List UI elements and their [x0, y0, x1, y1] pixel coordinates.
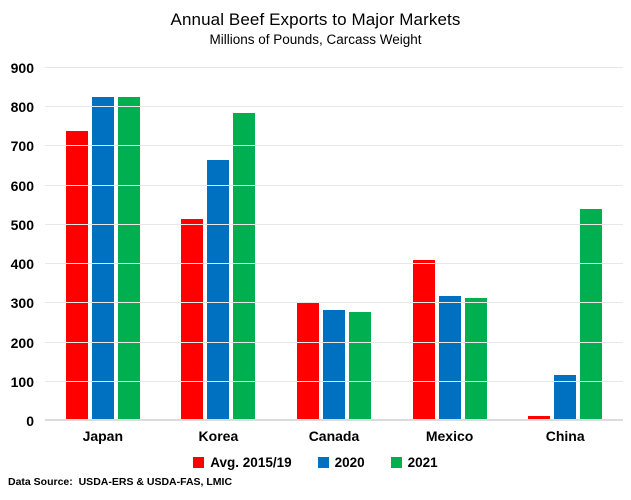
- y-tick-label-300: 300: [10, 295, 34, 312]
- x-tick-label-japan: Japan: [82, 428, 124, 444]
- gridline-100: [45, 380, 623, 382]
- bar-korea-2021: [233, 112, 256, 421]
- bar-canada-2020: [322, 309, 345, 421]
- y-tick-label-0: 0: [26, 413, 34, 429]
- bar-mexico-2021: [464, 297, 487, 421]
- gridline-700: [45, 145, 623, 147]
- bar-canada-2021: [348, 311, 371, 421]
- y-tick-label-900: 900: [10, 60, 34, 76]
- bar-china-2021: [580, 209, 603, 421]
- gridline-500: [45, 223, 623, 225]
- bar-canada-avg-2015-19: [296, 302, 319, 421]
- bar-group-canada: [276, 68, 392, 421]
- gridline-200: [45, 341, 623, 343]
- bar-group-japan: [45, 68, 161, 421]
- bar-japan-avg-2015-19: [65, 130, 88, 421]
- bar-korea-2020: [207, 159, 230, 421]
- y-tick-label-400: 400: [10, 256, 34, 273]
- x-axis: Japan Korea Canada Mexico China: [45, 428, 623, 448]
- y-tick-label-600: 600: [10, 177, 34, 194]
- gridline-800: [45, 106, 623, 108]
- bar-group-korea: [161, 68, 277, 421]
- legend-label-2021: 2021: [407, 454, 438, 470]
- y-tick-label-200: 200: [10, 334, 34, 351]
- x-tick-label-canada: Canada: [308, 428, 360, 444]
- y-axis: 0 100 200 300 400 500 600 700 800 900: [0, 61, 38, 428]
- legend-swatch-2020: [317, 456, 329, 468]
- bar-korea-avg-2015-19: [181, 219, 204, 421]
- bar-japan-2020: [91, 97, 114, 421]
- legend-item-2021: 2021: [390, 454, 438, 470]
- x-tick-label-china: China: [545, 428, 585, 444]
- bar-japan-2021: [117, 97, 140, 421]
- legend-label-2020: 2020: [334, 454, 365, 470]
- plot-area: [45, 67, 623, 421]
- legend: Avg. 2015/19 2020 2021: [0, 453, 631, 471]
- gridline-400: [45, 263, 623, 265]
- gridline-600: [45, 184, 623, 186]
- data-source-note: Data Source: USDA-ERS & USDA-FAS, LMIC: [8, 476, 233, 488]
- legend-label-avg-2015-19: Avg. 2015/19: [210, 454, 292, 470]
- bar-group-mexico: [392, 68, 508, 421]
- y-tick-label-700: 700: [10, 138, 34, 155]
- x-tick-label-korea: Korea: [198, 428, 239, 444]
- y-tick-label-800: 800: [10, 99, 34, 116]
- y-tick-label-100: 100: [10, 373, 34, 390]
- legend-item-avg-2015-19: Avg. 2015/19: [193, 454, 292, 470]
- y-tick-label-500: 500: [10, 216, 34, 233]
- chart-title: Annual Beef Exports to Major Markets: [170, 10, 461, 29]
- bar-groups: [45, 68, 623, 421]
- bar-china-2020: [554, 374, 577, 421]
- gridline-300: [45, 302, 623, 304]
- chart-subtitle: Millions of Pounds, Carcass Weight: [209, 32, 422, 47]
- x-tick-label-mexico: Mexico: [425, 428, 474, 444]
- gridline-0: [45, 419, 623, 421]
- legend-item-2020: 2020: [317, 454, 365, 470]
- legend-swatch-2021: [390, 456, 402, 468]
- gridline-900: [45, 67, 623, 68]
- legend-swatch-avg-2015-19: [193, 456, 205, 468]
- bar-china-avg-2015-19: [528, 415, 551, 421]
- bar-group-china: [507, 68, 623, 421]
- bar-mexico-2020: [438, 295, 461, 421]
